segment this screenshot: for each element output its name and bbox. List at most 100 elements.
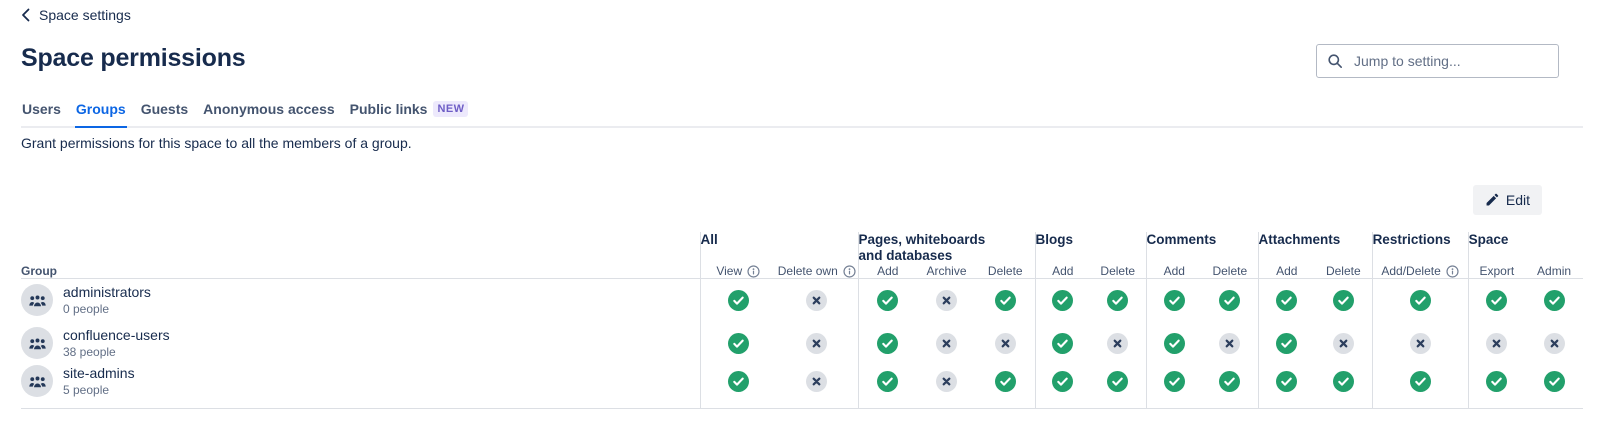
group-name: confluence-users [63, 326, 170, 343]
column-blogs-delete: Delete [1090, 264, 1147, 279]
column-group-label: Blogs [1035, 232, 1074, 247]
tab-groups[interactable]: Groups [74, 99, 127, 128]
column-label: Admin [1537, 264, 1572, 278]
cross-icon [1332, 332, 1354, 354]
check-icon [994, 289, 1016, 311]
cross-icon [994, 332, 1016, 354]
edit-button[interactable]: Edit [1472, 185, 1542, 215]
group-info: confluence-users 38 people [63, 327, 170, 360]
permission-cell [976, 364, 1036, 409]
permission-cell [1034, 321, 1091, 365]
check-icon [1409, 289, 1431, 311]
column-group-all: All [699, 232, 859, 264]
cross-icon [1409, 332, 1431, 354]
permission-cell [1145, 278, 1203, 322]
permission-cell [1090, 279, 1146, 322]
permission-cell [776, 364, 859, 409]
permission-cell [1257, 364, 1316, 409]
permission-cell [1090, 322, 1146, 365]
tab-label: Public links [349, 101, 428, 117]
permission-cell [776, 322, 858, 365]
column-pages-whiteboards-and-databases-add: Add [857, 264, 918, 279]
group-member-count: 5 people [63, 382, 110, 397]
tab-label: Groups [75, 101, 126, 117]
column-label: Delete [1212, 264, 1248, 278]
jump-to-setting-search[interactable] [1316, 44, 1559, 78]
check-icon [1486, 289, 1508, 311]
column-group-restrictions: Restrictions [1371, 232, 1469, 264]
info-icon[interactable] [843, 264, 856, 278]
permission-cell [1525, 364, 1584, 409]
group-column-header: Group [21, 232, 700, 279]
group-avatar-icon [28, 336, 46, 350]
check-icon [1543, 370, 1565, 392]
column-label: Delete [1325, 264, 1361, 278]
column-comments-delete: Delete [1202, 264, 1259, 279]
check-icon [1107, 289, 1129, 311]
cross-icon [806, 370, 828, 392]
back-link-label: Space settings [39, 7, 131, 23]
group-cell: confluence-users 38 people [21, 322, 700, 365]
tab-label: Users [22, 101, 61, 117]
permission-cell [1525, 322, 1583, 365]
permission-cell [917, 322, 976, 365]
table-header: Group All Pages, whiteboards and databases… [21, 232, 1584, 279]
column-group-label: All [700, 232, 718, 247]
info-icon[interactable] [1446, 264, 1459, 278]
permission-cell [1371, 364, 1469, 409]
permission-cell [857, 321, 918, 365]
cross-icon [936, 289, 958, 311]
new-badge: NEW [433, 101, 469, 117]
group-member-count: 0 people [63, 301, 110, 316]
check-icon [1276, 370, 1298, 392]
tab-public-links[interactable]: Public links NEW [349, 99, 470, 126]
check-icon [1052, 289, 1074, 311]
tab-guests[interactable]: Guests [140, 99, 189, 126]
info-icon[interactable] [747, 264, 760, 278]
permission-cell [1315, 322, 1372, 365]
check-icon [1163, 332, 1185, 354]
check-icon [1163, 289, 1185, 311]
group-avatar [21, 365, 53, 397]
permission-cell [776, 279, 858, 322]
group-cell: administrators 0 people [21, 279, 700, 322]
back-link[interactable]: Space settings [21, 7, 131, 23]
check-icon [1219, 370, 1241, 392]
group-cell: site-admins 5 people [21, 364, 700, 409]
permission-cell [857, 278, 918, 322]
cross-icon [936, 332, 958, 354]
tab-label: Guests [140, 101, 189, 117]
column-label: Add [877, 264, 899, 278]
check-icon [727, 332, 749, 354]
page-title: Space permissions [21, 44, 246, 72]
column-restrictions-add-delete: Add/Delete [1371, 264, 1469, 279]
edit-button-label: Edit [1505, 192, 1530, 208]
permission-cell [1145, 321, 1203, 365]
permission-cell [1467, 364, 1526, 409]
permissions-table: Group All Pages, whiteboards and databases… [21, 232, 1584, 409]
column-blogs-add: Add [1034, 264, 1091, 279]
check-icon [1332, 370, 1354, 392]
permission-cell [699, 321, 776, 365]
column-group-label: Comments [1146, 232, 1217, 247]
check-icon [1486, 370, 1508, 392]
permission-cell [1257, 278, 1316, 322]
column-pages-whiteboards-and-databases-archive: Archive [917, 264, 977, 279]
check-icon [727, 370, 749, 392]
column-label: Archive [926, 264, 967, 278]
table-row-confluence-users: confluence-users 38 people [21, 321, 1583, 365]
permission-cell [1371, 278, 1469, 322]
search-input[interactable] [1354, 53, 1548, 69]
pencil-icon [1486, 193, 1499, 206]
cross-icon [806, 332, 828, 354]
check-icon [1543, 289, 1565, 311]
permission-cell [976, 322, 1035, 365]
column-group-space: Space [1467, 232, 1584, 264]
column-group-pages-whiteboards-and-databases: Pages, whiteboards and databases [857, 232, 1036, 264]
tab-users[interactable]: Users [21, 99, 62, 126]
permission-cell [917, 279, 976, 322]
column-label: Add [1163, 264, 1185, 278]
permission-cell [976, 279, 1035, 322]
check-icon [1276, 332, 1298, 354]
tab-anonymous-access[interactable]: Anonymous access [202, 99, 336, 126]
